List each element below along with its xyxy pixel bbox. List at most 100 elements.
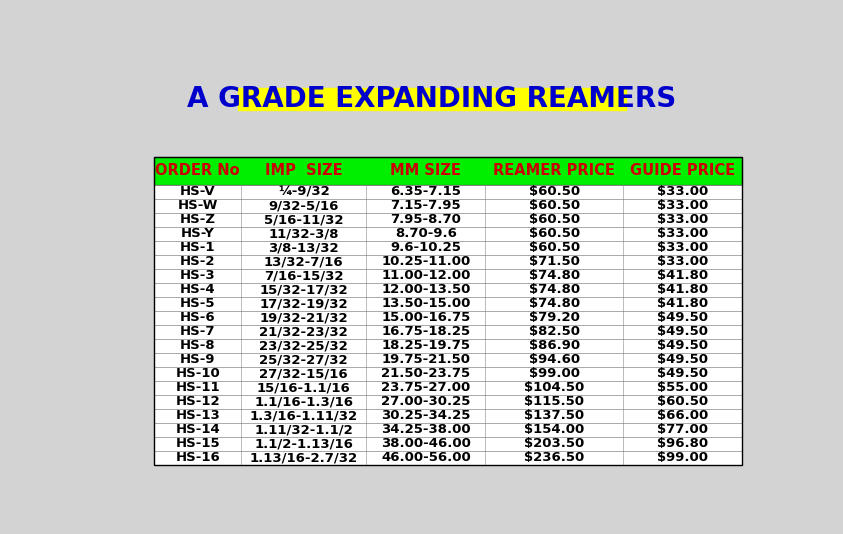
Text: $99.00: $99.00: [658, 451, 708, 465]
FancyBboxPatch shape: [154, 269, 743, 282]
Text: 1.3/16-1.11/32: 1.3/16-1.11/32: [250, 410, 357, 422]
FancyBboxPatch shape: [154, 395, 743, 409]
Text: 1.11/32-1.1/2: 1.11/32-1.1/2: [255, 423, 353, 436]
Text: HS-12: HS-12: [175, 395, 220, 409]
Text: HS-7: HS-7: [180, 325, 216, 338]
Text: A GRADE EXPANDING REAMERS: A GRADE EXPANDING REAMERS: [187, 85, 677, 113]
FancyBboxPatch shape: [154, 325, 743, 339]
Text: $49.50: $49.50: [658, 325, 708, 338]
Text: 34.25-38.00: 34.25-38.00: [381, 423, 470, 436]
Text: HS-4: HS-4: [180, 283, 216, 296]
FancyBboxPatch shape: [154, 213, 743, 226]
Text: MM SIZE: MM SIZE: [390, 163, 461, 178]
Text: 23/32-25/32: 23/32-25/32: [260, 339, 348, 352]
Text: HS-14: HS-14: [175, 423, 220, 436]
Text: HS-Z: HS-Z: [180, 213, 216, 226]
Text: $154.00: $154.00: [524, 423, 584, 436]
FancyBboxPatch shape: [154, 199, 743, 213]
Text: 9.6-10.25: 9.6-10.25: [390, 241, 461, 254]
Text: $41.80: $41.80: [658, 297, 708, 310]
Text: 10.25-11.00: 10.25-11.00: [381, 255, 470, 268]
Text: $60.50: $60.50: [529, 241, 580, 254]
Text: $74.80: $74.80: [529, 269, 580, 282]
Text: 21/32-23/32: 21/32-23/32: [260, 325, 348, 338]
Text: $94.60: $94.60: [529, 354, 580, 366]
Text: $41.80: $41.80: [658, 269, 708, 282]
Text: 9/32-5/16: 9/32-5/16: [269, 199, 339, 212]
Text: 13/32-7/16: 13/32-7/16: [264, 255, 344, 268]
FancyBboxPatch shape: [154, 409, 743, 423]
Text: $49.50: $49.50: [658, 339, 708, 352]
Text: 6.35-7.15: 6.35-7.15: [390, 185, 461, 198]
Text: $60.50: $60.50: [529, 199, 580, 212]
Text: HS-6: HS-6: [180, 311, 216, 324]
Text: 7/16-15/32: 7/16-15/32: [264, 269, 344, 282]
Text: 13.50-15.00: 13.50-15.00: [381, 297, 470, 310]
Text: $86.90: $86.90: [529, 339, 580, 352]
Text: 11.00-12.00: 11.00-12.00: [381, 269, 470, 282]
Text: $236.50: $236.50: [524, 451, 584, 465]
Text: $74.80: $74.80: [529, 283, 580, 296]
FancyBboxPatch shape: [154, 282, 743, 297]
Text: $60.50: $60.50: [529, 213, 580, 226]
Text: HS-2: HS-2: [180, 255, 216, 268]
Text: 15/32-17/32: 15/32-17/32: [260, 283, 348, 296]
Text: HS-5: HS-5: [180, 297, 216, 310]
Text: $33.00: $33.00: [658, 199, 709, 212]
FancyBboxPatch shape: [154, 185, 743, 199]
Text: HS-V: HS-V: [180, 185, 216, 198]
Text: 15/16-1.1/16: 15/16-1.1/16: [257, 381, 351, 395]
Text: HS-16: HS-16: [175, 451, 220, 465]
Text: GUIDE PRICE: GUIDE PRICE: [631, 163, 735, 178]
Text: 11/32-3/8: 11/32-3/8: [269, 227, 339, 240]
Text: 19.75-21.50: 19.75-21.50: [381, 354, 470, 366]
Text: 21.50-23.75: 21.50-23.75: [381, 367, 470, 380]
FancyBboxPatch shape: [154, 451, 743, 465]
Text: HS-13: HS-13: [175, 410, 220, 422]
Text: 19/32-21/32: 19/32-21/32: [260, 311, 348, 324]
Text: ¼-9/32: ¼-9/32: [278, 185, 330, 198]
Text: 3/8-13/32: 3/8-13/32: [268, 241, 339, 254]
Text: $79.20: $79.20: [529, 311, 580, 324]
Text: HS-11: HS-11: [175, 381, 220, 395]
FancyBboxPatch shape: [154, 423, 743, 437]
Text: 16.75-18.25: 16.75-18.25: [381, 325, 470, 338]
Text: $82.50: $82.50: [529, 325, 580, 338]
Text: $77.00: $77.00: [658, 423, 708, 436]
Text: $203.50: $203.50: [524, 437, 584, 451]
FancyBboxPatch shape: [238, 88, 626, 111]
Text: $60.50: $60.50: [658, 395, 708, 409]
Text: $33.00: $33.00: [658, 227, 709, 240]
Text: 7.95-8.70: 7.95-8.70: [390, 213, 461, 226]
Text: IMP  SIZE: IMP SIZE: [265, 163, 342, 178]
Text: 1.1/16-1.3/16: 1.1/16-1.3/16: [255, 395, 353, 409]
Text: $71.50: $71.50: [529, 255, 580, 268]
Text: HS-1: HS-1: [180, 241, 216, 254]
Text: 15.00-16.75: 15.00-16.75: [381, 311, 470, 324]
Text: $33.00: $33.00: [658, 185, 709, 198]
Text: 27.00-30.25: 27.00-30.25: [381, 395, 470, 409]
Text: REAMER PRICE: REAMER PRICE: [493, 163, 615, 178]
Text: $66.00: $66.00: [658, 410, 709, 422]
FancyBboxPatch shape: [154, 255, 743, 269]
Text: $33.00: $33.00: [658, 241, 709, 254]
Text: $60.50: $60.50: [529, 227, 580, 240]
Text: HS-Y: HS-Y: [180, 227, 215, 240]
Text: $96.80: $96.80: [658, 437, 708, 451]
Text: HS-10: HS-10: [175, 367, 220, 380]
Text: ORDER No: ORDER No: [155, 163, 240, 178]
Text: $33.00: $33.00: [658, 213, 709, 226]
Text: $49.50: $49.50: [658, 311, 708, 324]
Text: $104.50: $104.50: [524, 381, 584, 395]
Text: 23.75-27.00: 23.75-27.00: [381, 381, 470, 395]
Text: $137.50: $137.50: [524, 410, 584, 422]
Text: $60.50: $60.50: [529, 185, 580, 198]
FancyBboxPatch shape: [154, 297, 743, 311]
Text: 17/32-19/32: 17/32-19/32: [260, 297, 348, 310]
Text: 46.00-56.00: 46.00-56.00: [381, 451, 470, 465]
Text: HS-3: HS-3: [180, 269, 216, 282]
Text: $115.50: $115.50: [524, 395, 584, 409]
Text: $49.50: $49.50: [658, 354, 708, 366]
FancyBboxPatch shape: [154, 381, 743, 395]
Text: 1.1/2-1.13/16: 1.1/2-1.13/16: [255, 437, 353, 451]
